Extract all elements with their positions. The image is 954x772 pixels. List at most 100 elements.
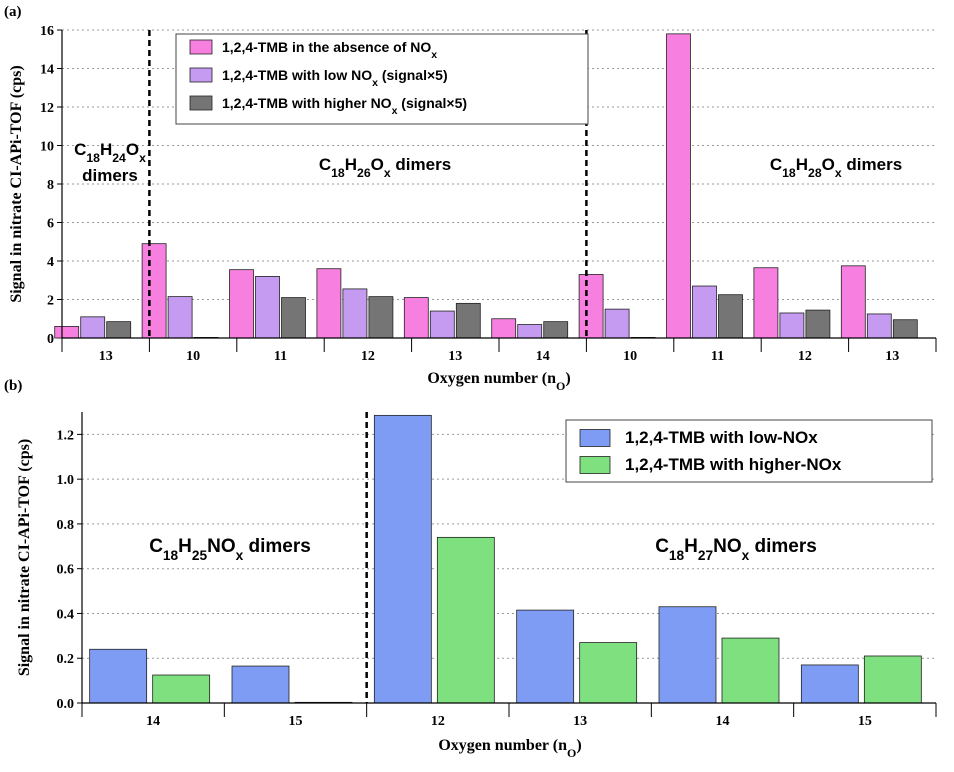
bar <box>141 243 167 339</box>
group-label-part: C <box>74 140 86 159</box>
x-tick-label: 12 <box>431 714 445 729</box>
legend-label-main: 1,2,4-TMB with higher NO <box>222 95 392 111</box>
group-label-part: 26 <box>357 166 371 180</box>
x-tick-label: 14 <box>536 349 550 364</box>
group-label-part: 27 <box>698 548 713 563</box>
group-label: C18H24Ox <box>74 140 146 165</box>
bar <box>342 288 368 339</box>
panel-label: (b) <box>4 378 22 394</box>
group-label: C18H28Ox dimers <box>770 155 902 180</box>
bar <box>255 275 280 339</box>
group-label-part: 18 <box>782 166 796 180</box>
y-tick-label: 0.0 <box>57 697 75 712</box>
legend-label-sub: x <box>372 77 378 89</box>
x-tick-label: 14 <box>716 714 730 729</box>
legend-label-sub: x <box>431 49 437 61</box>
y-tick-label: 1.2 <box>57 428 75 443</box>
y-tick-label: 14 <box>40 63 54 78</box>
legend-label-tail: (signal×5) <box>378 67 448 83</box>
group-label-part: dimers <box>243 536 311 557</box>
bar <box>543 321 569 339</box>
bar <box>229 269 254 339</box>
y-tick-label: 0.4 <box>57 607 75 622</box>
y-tick-label: 0.6 <box>57 563 75 578</box>
legend-label: 1,2,4-TMB with higher NOx (signal×5) <box>222 95 467 117</box>
x-axis-title-sub: O <box>567 746 576 760</box>
y-tick-label: 2 <box>47 294 54 309</box>
group-label: C18H25NOx dimers <box>149 536 311 563</box>
x-axis-title-main: Oxygen number (n <box>427 370 556 387</box>
bar <box>89 648 148 704</box>
legend-swatch <box>579 429 611 447</box>
x-tick-label: 11 <box>274 349 287 364</box>
bar <box>516 609 575 704</box>
bar <box>517 324 543 339</box>
group-label-part: C <box>655 536 669 557</box>
legend-box <box>565 419 933 483</box>
y-tick-label: 1.0 <box>57 473 75 488</box>
x-tick-label: 12 <box>798 349 812 364</box>
group-label-part: H <box>796 155 808 174</box>
x-axis-title: Oxygen number (nO) <box>427 370 570 393</box>
y-tick-label: 0.2 <box>57 652 75 667</box>
bar <box>368 296 394 339</box>
bar <box>840 265 866 339</box>
group-label-part: 18 <box>669 548 685 563</box>
y-tick-label: 4 <box>47 255 54 270</box>
x-tick-label: 13 <box>99 349 113 364</box>
bar <box>436 536 495 704</box>
bar <box>866 313 892 339</box>
bar <box>80 316 106 339</box>
bar <box>718 294 743 339</box>
bar <box>106 321 132 339</box>
bar <box>429 310 455 339</box>
legend-label-main: 1,2,4-TMB with low-NOx <box>625 428 818 447</box>
bar <box>578 274 604 339</box>
bar <box>779 312 805 339</box>
group-label-part: H <box>345 155 357 174</box>
panel-label: (a) <box>4 4 22 20</box>
legend-label-main: 1,2,4-TMB with low NO <box>222 67 372 83</box>
group-label-part: dimers <box>749 536 817 557</box>
group-label: C18H26Ox dimers <box>319 155 451 180</box>
group-label-part: C <box>149 536 163 557</box>
bar <box>692 285 717 339</box>
group-label-part: x <box>742 548 750 563</box>
y-tick-label: 8 <box>47 178 54 193</box>
bar <box>167 296 193 339</box>
x-axis-title-close: ) <box>565 370 570 387</box>
x-tick-label: 10 <box>186 349 200 364</box>
y-tick-label: 12 <box>40 101 54 116</box>
legend-swatch <box>189 95 213 111</box>
group-label-part: 18 <box>86 151 100 165</box>
y-axis-title: Signal in nitrate CI-APi-TOF (cps) <box>16 439 33 676</box>
group-label-part: x <box>139 151 146 165</box>
x-tick-label: 13 <box>885 349 899 364</box>
y-tick-label: 10 <box>40 140 54 155</box>
legend-swatch <box>189 67 213 83</box>
x-tick-label: 10 <box>623 349 637 364</box>
bar <box>403 297 429 339</box>
legend-label-main: 1,2,4-TMB in the absence of NO <box>222 39 431 55</box>
x-tick-label: 11 <box>711 349 724 364</box>
bar <box>281 297 306 339</box>
y-tick-label: 16 <box>40 24 54 39</box>
bar <box>658 606 717 704</box>
y-tick-label: 0 <box>47 332 54 347</box>
x-tick-label: 13 <box>448 349 462 364</box>
group-label-part: x <box>835 166 842 180</box>
legend-label-sub: x <box>392 105 398 117</box>
bar <box>231 665 290 704</box>
group-label-part: 24 <box>112 151 126 165</box>
x-axis-title: Oxygen number (nO) <box>438 737 581 760</box>
group-label-part: O <box>822 155 835 174</box>
bar <box>54 326 80 339</box>
legend-label: 1,2,4-TMB with low-NOx <box>625 428 818 447</box>
bar <box>805 309 831 339</box>
bar <box>892 319 918 339</box>
group-label-part: O <box>126 140 139 159</box>
group-label-part: 18 <box>163 548 179 563</box>
legend-swatch <box>189 39 213 55</box>
bar <box>604 308 630 339</box>
